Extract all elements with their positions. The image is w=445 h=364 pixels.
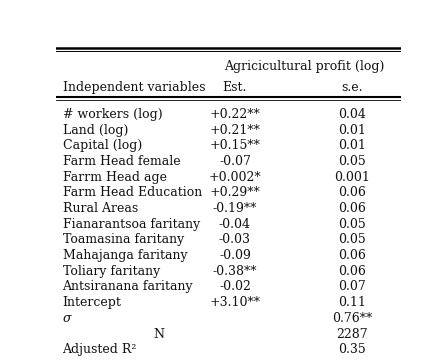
Text: Intercept: Intercept bbox=[62, 296, 121, 309]
Text: 0.06: 0.06 bbox=[338, 249, 366, 262]
Text: -0.03: -0.03 bbox=[219, 233, 251, 246]
Text: 0.06: 0.06 bbox=[338, 202, 366, 215]
Text: Farrm Head age: Farrm Head age bbox=[62, 171, 166, 183]
Text: 0.05: 0.05 bbox=[338, 233, 366, 246]
Text: -0.38**: -0.38** bbox=[213, 265, 257, 278]
Text: 0.11: 0.11 bbox=[338, 296, 366, 309]
Text: Capital (log): Capital (log) bbox=[62, 139, 142, 152]
Text: Fianarantsoa faritany: Fianarantsoa faritany bbox=[62, 218, 200, 231]
Text: 2287: 2287 bbox=[336, 328, 368, 341]
Text: Toliary faritany: Toliary faritany bbox=[62, 265, 160, 278]
Text: 0.001: 0.001 bbox=[334, 171, 370, 183]
Text: 0.01: 0.01 bbox=[338, 123, 366, 136]
Text: +0.22**: +0.22** bbox=[210, 108, 260, 121]
Text: -0.09: -0.09 bbox=[219, 249, 251, 262]
Text: +0.21**: +0.21** bbox=[210, 123, 260, 136]
Text: -0.19**: -0.19** bbox=[213, 202, 257, 215]
Text: Farm Head Education: Farm Head Education bbox=[62, 186, 202, 199]
Text: 0.06: 0.06 bbox=[338, 265, 366, 278]
Text: Mahajanga faritany: Mahajanga faritany bbox=[62, 249, 187, 262]
Text: Independent variables: Independent variables bbox=[62, 80, 205, 94]
Text: Adjusted R²: Adjusted R² bbox=[62, 343, 137, 356]
Text: +0.002*: +0.002* bbox=[209, 171, 261, 183]
Text: 0.06: 0.06 bbox=[338, 186, 366, 199]
Text: # workers (log): # workers (log) bbox=[62, 108, 162, 121]
Text: s.e.: s.e. bbox=[341, 80, 363, 94]
Text: -0.04: -0.04 bbox=[219, 218, 251, 231]
Text: Farm Head female: Farm Head female bbox=[62, 155, 180, 168]
Text: 0.01: 0.01 bbox=[338, 139, 366, 152]
Text: σ: σ bbox=[62, 312, 71, 325]
Text: 0.05: 0.05 bbox=[338, 218, 366, 231]
Text: Est.: Est. bbox=[223, 80, 247, 94]
Text: Agricicultural profit (log): Agricicultural profit (log) bbox=[224, 60, 384, 72]
Text: +3.10**: +3.10** bbox=[210, 296, 260, 309]
Text: +0.15**: +0.15** bbox=[210, 139, 260, 152]
Text: Toamasina faritany: Toamasina faritany bbox=[62, 233, 184, 246]
Text: +0.29**: +0.29** bbox=[210, 186, 260, 199]
Text: 0.04: 0.04 bbox=[338, 108, 366, 121]
Text: -0.07: -0.07 bbox=[219, 155, 251, 168]
Text: 0.05: 0.05 bbox=[338, 155, 366, 168]
Text: 0.35: 0.35 bbox=[338, 343, 366, 356]
Text: 0.76**: 0.76** bbox=[332, 312, 372, 325]
Text: Land (log): Land (log) bbox=[62, 123, 128, 136]
Text: Rural Areas: Rural Areas bbox=[62, 202, 138, 215]
Text: N: N bbox=[154, 328, 165, 341]
Text: Antsiranana faritany: Antsiranana faritany bbox=[62, 281, 193, 293]
Text: 0.07: 0.07 bbox=[338, 281, 366, 293]
Text: -0.02: -0.02 bbox=[219, 281, 251, 293]
